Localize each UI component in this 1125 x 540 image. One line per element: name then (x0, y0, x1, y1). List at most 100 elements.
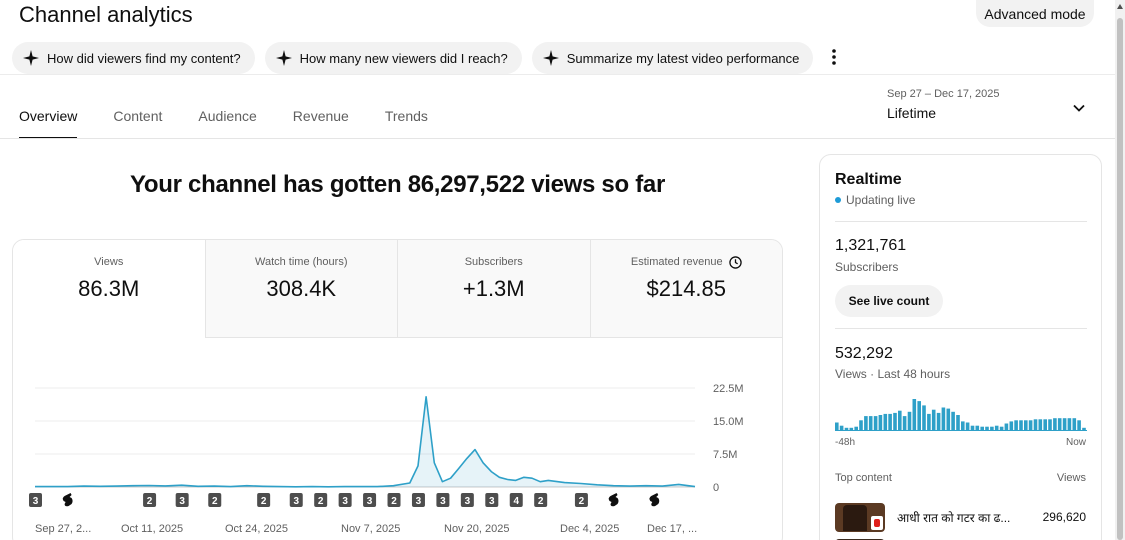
video-count-marker[interactable]: 3 (175, 493, 189, 507)
tab-revenue[interactable]: Revenue (292, 108, 349, 124)
marker-box (257, 493, 271, 507)
marker-count: 2 (579, 496, 585, 507)
views-chart: 22.5M 15.0M 7.5M 0 3 2 3 2 2 3 2 3 3 2 3 3 3 3 4 2 2 Sep 27, … (29, 383, 744, 535)
suggestion-chip-summary[interactable]: Summarize my latest video performance (531, 42, 814, 74)
suggestion-chip-label: How did viewers find my content? (47, 50, 241, 66)
video-count-marker[interactable]: 2 (387, 493, 401, 507)
metric-views[interactable]: Views 86.3M (13, 240, 205, 338)
realtime-bar (1004, 423, 1009, 431)
top-video-title[interactable]: आधी रात को गटर का ढ... (897, 511, 1011, 525)
marker-count: 4 (513, 496, 519, 507)
top-video-views: 296,620 (1042, 510, 1086, 524)
realtime-bar (854, 426, 858, 431)
x-tick-label: Oct 24, 2025 (225, 523, 288, 535)
realtime-bar (902, 416, 907, 431)
marker-count: 3 (179, 496, 185, 507)
advanced-mode-button[interactable]: Advanced mode (976, 0, 1094, 27)
marker-box (175, 493, 189, 507)
realtime-bar (965, 422, 970, 431)
views-48h-count: 532,292 (835, 345, 893, 362)
realtime-bar (1082, 427, 1086, 431)
scroll-up-arrow-icon[interactable] (1117, 4, 1123, 9)
video-count-marker[interactable]: 3 (363, 493, 377, 507)
shorts-icon (62, 493, 73, 507)
y-tick-label: 0 (713, 482, 719, 494)
video-count-marker[interactable]: 3 (460, 493, 474, 507)
metric-label: Watch time (hours) (254, 256, 348, 268)
realtime-bar (883, 413, 888, 431)
realtime-bar (1009, 421, 1014, 431)
realtime-bar (917, 401, 921, 431)
tab-overview[interactable]: Overview (19, 108, 78, 139)
date-range-selector[interactable]: Sep 27 – Dec 17, 2025 Lifetime (887, 88, 1000, 121)
suggestion-chip-traffic[interactable]: How did viewers find my content? (12, 42, 255, 74)
suggestion-chip-new-viewers[interactable]: How many new viewers did I reach? (264, 42, 522, 74)
video-count-marker[interactable]: 3 (485, 493, 499, 507)
realtime-bar (893, 412, 897, 431)
divider (0, 74, 1115, 75)
chevron-down-icon[interactable] (1072, 101, 1086, 115)
realtime-bar (970, 425, 975, 431)
x-tick-label: Dec 17, ... (647, 523, 697, 535)
video-count-marker[interactable]: 3 (29, 493, 42, 507)
marker-count: 2 (261, 496, 267, 507)
marker-box (574, 493, 588, 507)
realtime-bar (1038, 419, 1043, 431)
video-count-marker[interactable]: 2 (143, 493, 157, 507)
divider (835, 328, 1087, 329)
video-count-marker[interactable]: 3 (436, 493, 450, 507)
tab-bar: Overview Content Audience Revenue Trends (19, 108, 464, 139)
video-count-marker[interactable]: 3 (411, 493, 425, 507)
video-count-marker[interactable]: 2 (257, 493, 271, 507)
realtime-bar (975, 425, 980, 431)
realtime-bar (1019, 420, 1023, 431)
tab-audience[interactable]: Audience (198, 108, 257, 124)
top-content-label: Top content (835, 472, 892, 484)
marker-count: 3 (33, 496, 39, 507)
clock-icon (728, 255, 742, 269)
realtime-bar (922, 405, 926, 431)
metric-watch-time[interactable]: Watch time (hours) 308.4K (204, 240, 397, 338)
realtime-bar (946, 408, 951, 431)
metric-value: 308.4K (266, 276, 337, 301)
shorts-marker[interactable] (62, 493, 73, 507)
marker-count: 3 (465, 496, 471, 507)
realtime-status: Updating live (835, 193, 915, 207)
video-count-marker[interactable]: 4 (509, 493, 523, 507)
marker-count: 2 (538, 496, 544, 507)
tab-content[interactable]: Content (113, 108, 163, 124)
realtime-bar (980, 426, 984, 431)
realtime-bar (1057, 418, 1062, 431)
realtime-bar (888, 413, 892, 431)
shorts-icon (871, 516, 883, 530)
tab-trends[interactable]: Trends (384, 108, 428, 124)
metric-revenue[interactable]: Estimated revenue $214.85 (589, 240, 782, 338)
shorts-icon (649, 493, 660, 507)
video-thumbnail[interactable] (835, 503, 885, 532)
bars-end-label: Now (1065, 437, 1086, 448)
video-count-marker[interactable]: 3 (338, 493, 352, 507)
metric-label: Views (94, 256, 124, 268)
video-count-marker[interactable]: 2 (208, 493, 222, 507)
video-count-marker[interactable]: 2 (574, 493, 588, 507)
shorts-marker[interactable] (608, 493, 619, 507)
video-count-marker[interactable]: 3 (289, 493, 303, 507)
realtime-bar (990, 426, 994, 431)
realtime-bar-chart (835, 399, 1087, 431)
shorts-marker[interactable] (649, 493, 660, 507)
realtime-status-label: Updating live (846, 193, 916, 207)
marker-count: 3 (342, 496, 348, 507)
realtime-bar (1062, 418, 1067, 431)
marker-box (29, 493, 42, 507)
scrollbar-thumb[interactable] (1117, 18, 1123, 540)
more-vert-icon[interactable] (827, 46, 841, 68)
realtime-bar (994, 425, 999, 431)
suggestion-chip-label: How many new viewers did I reach? (299, 50, 508, 66)
metric-value: 86.3M (78, 276, 140, 301)
video-count-marker[interactable]: 2 (314, 493, 328, 507)
see-live-count-button[interactable]: See live count (835, 285, 943, 317)
metric-tabs: Views 86.3M Watch time (hours) 308.4K Su… (13, 240, 782, 338)
metric-subscribers[interactable]: Subscribers +1.3M (397, 240, 590, 338)
video-count-marker[interactable]: 2 (534, 493, 548, 507)
